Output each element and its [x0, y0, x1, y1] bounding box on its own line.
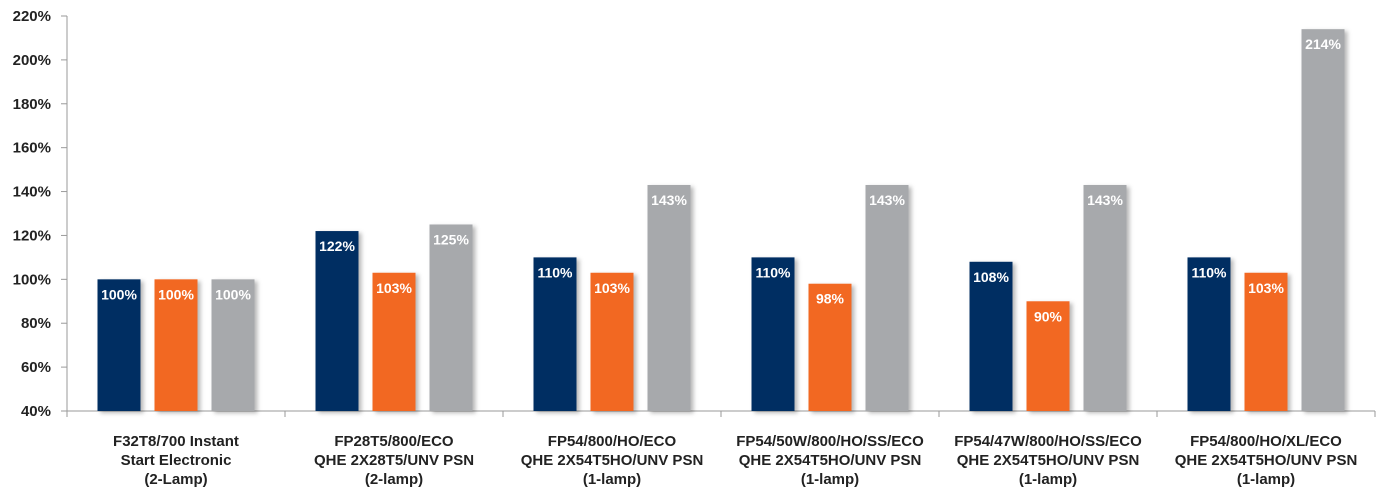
bar-series-1-cat-4: [751, 257, 795, 411]
x-category-label: FP54/800/HO/ECO QHE 2X54T5HO/UNV PSN (1-la…: [521, 433, 704, 488]
x-category-label-line: (2-lamp): [365, 471, 423, 488]
y-tick-label: 120%: [13, 227, 51, 244]
bar-series-3-cat-3: [647, 184, 691, 411]
y-tick-label: 220%: [13, 8, 51, 25]
x-category-label-line: QHE 2X54T5HO/UNV PSN: [739, 452, 922, 469]
bar-series-2-cat-3: [590, 272, 634, 411]
bar-value-label: 110%: [1191, 264, 1227, 280]
bar-series-1-cat-3: [533, 257, 577, 411]
bar-value-label: 110%: [537, 264, 573, 280]
bar-series-1-cat-1: [97, 279, 141, 411]
bar-value-label: 122%: [319, 238, 355, 254]
bar-value-label: 143%: [651, 192, 687, 208]
x-category-label-line: FP54/47W/800/HO/SS/ECO: [954, 433, 1142, 450]
bar-series-1-cat-6: [1187, 257, 1231, 411]
y-tick-label: 140%: [13, 184, 51, 201]
bar-series-2-cat-6: [1244, 272, 1288, 411]
bar-value-label: 100%: [158, 286, 194, 302]
x-category-label-line: F32T8/700 Instant: [113, 433, 239, 450]
x-category-label-line: QHE 2X54T5HO/UNV PSN: [521, 452, 704, 469]
bar-series-3-cat-5: [1083, 184, 1127, 411]
x-category-label: FP54/50W/800/HO/SS/ECO QHE 2X54T5HO/UNV P…: [736, 433, 924, 488]
x-category-label-line: (1-lamp): [583, 471, 641, 488]
y-tick-label: 100%: [13, 271, 51, 288]
x-category-label: FP28T5/800/ECO QHE 2X28T5/UNV PSN (2-lamp): [314, 433, 474, 488]
x-category-label-line: (1-lamp): [1237, 471, 1295, 488]
bar-value-label: 103%: [376, 280, 412, 296]
bar-value-label: 98%: [816, 291, 845, 307]
bar-series-1-cat-2: [315, 231, 359, 411]
x-category-label-line: QHE 2X28T5/UNV PSN: [314, 452, 474, 469]
y-tick-label: 160%: [13, 140, 51, 157]
bar-series-2-cat-1: [154, 279, 198, 411]
bar-series-2-cat-5: [1026, 301, 1070, 411]
bar-value-label: 90%: [1034, 308, 1063, 324]
x-category-label-line: (2-Lamp): [144, 471, 207, 488]
x-category-label-line: Start Electronic: [121, 452, 232, 469]
x-category-label-line: FP54/50W/800/HO/SS/ECO: [736, 433, 924, 450]
x-category-label-line: (1-lamp): [801, 471, 859, 488]
x-category-label-line: FP54/800/HO/ECO: [548, 433, 677, 450]
bar-value-label: 100%: [101, 286, 137, 302]
labels: 100% 100% 100% F32T8/700 Instant Start Elect…: [101, 36, 1357, 488]
bar-value-label: 143%: [1087, 192, 1123, 208]
x-category-label: F32T8/700 Instant Start Electronic (2-Lamp…: [113, 433, 239, 488]
x-category-label-line: QHE 2X54T5HO/UNV PSN: [957, 452, 1140, 469]
bar-value-label: 125%: [433, 231, 469, 247]
bar-value-label: 100%: [215, 286, 251, 302]
y-tick-label: 60%: [21, 359, 51, 376]
y-tick-label: 40%: [21, 403, 51, 420]
bar-value-label: 143%: [869, 192, 905, 208]
bar-series-2-cat-2: [372, 272, 416, 411]
x-category-label: FP54/47W/800/HO/SS/ECO QHE 2X54T5HO/UNV P…: [954, 433, 1142, 488]
bar-value-label: 103%: [594, 280, 630, 296]
y-tick-label: 80%: [21, 315, 51, 332]
bar-value-label: 103%: [1248, 280, 1284, 296]
bar-series-2-cat-4: [808, 283, 852, 411]
x-category-label-line: FP28T5/800/ECO: [334, 433, 454, 450]
bar-series-3-cat-6: [1301, 29, 1345, 412]
bar-series-3-cat-1: [211, 279, 255, 411]
bars: [97, 29, 1345, 412]
bar-value-label: 110%: [755, 264, 791, 280]
axes: 40% 60% 80% 100% 120% 140% 160% 180% 200% 220%: [13, 8, 1376, 420]
bar-series-3-cat-4: [865, 184, 909, 411]
bar-series-3-cat-2: [429, 224, 473, 411]
bar-value-label: 108%: [973, 269, 1009, 285]
y-tick-label: 200%: [13, 52, 51, 69]
x-category-label-line: FP54/800/HO/XL/ECO: [1190, 433, 1342, 450]
y-tick-label: 180%: [13, 96, 51, 113]
x-category-label: FP54/800/HO/XL/ECO QHE 2X54T5HO/UNV PSN (1…: [1175, 433, 1358, 488]
bar-series-1-cat-5: [969, 261, 1013, 411]
x-category-label-line: QHE 2X54T5HO/UNV PSN: [1175, 452, 1358, 469]
bar-value-label: 214%: [1305, 36, 1341, 52]
x-category-label-line: (1-lamp): [1019, 471, 1077, 488]
